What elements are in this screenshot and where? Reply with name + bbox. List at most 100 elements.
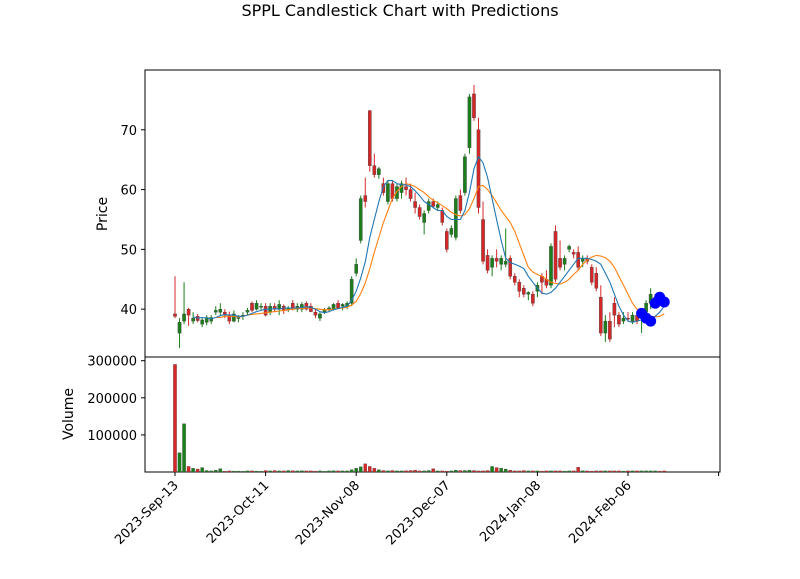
volume-bar: [485, 470, 490, 473]
volume-bar: [599, 470, 603, 473]
volume-y-tick-label: 300000: [87, 355, 137, 370]
volume-bar: [336, 470, 340, 473]
candle-body: [490, 258, 494, 268]
volume-bar: [517, 470, 522, 473]
x-tick-label: 2024-Feb-06: [566, 478, 635, 547]
volume-y-tick-label: 200000: [87, 392, 137, 407]
volume-bar: [490, 466, 494, 473]
volume-bar: [626, 470, 630, 473]
candle-body: [494, 258, 499, 262]
volume-bar: [571, 470, 576, 473]
volume-bar: [173, 364, 177, 473]
volume-bar: [200, 467, 204, 473]
volume-bar: [576, 467, 580, 473]
price-panel-frame: [144, 69, 721, 358]
candle-body: [612, 302, 617, 316]
volume-bar: [463, 470, 467, 473]
candle-body: [177, 322, 182, 334]
volume-bar: [653, 470, 657, 473]
candle-body: [322, 310, 327, 313]
volume-bar: [526, 470, 531, 473]
volume-bar: [540, 470, 544, 473]
volume-bar: [263, 470, 268, 473]
candle-body: [549, 246, 553, 286]
candle-body: [517, 282, 522, 292]
ma-long-line: [215, 183, 665, 319]
volume-bar: [182, 423, 186, 473]
candle-body: [213, 310, 218, 313]
volume-bar: [272, 470, 277, 473]
price-y-tick-label: 60: [120, 184, 137, 199]
candle-body: [426, 201, 431, 211]
x-axis-ticks: 2023-Sep-13 2023-Oct-11 2023-Nov-08 2023-De…: [112, 472, 720, 548]
volume-bar: [399, 470, 404, 473]
volume-bar: [558, 470, 562, 473]
candle-body: [499, 258, 503, 265]
candle-body: [254, 302, 259, 310]
volume-bar: [322, 471, 327, 473]
candle-body: [594, 273, 599, 289]
volume-bar: [327, 470, 331, 473]
candle-body: [422, 213, 426, 223]
volume-bar: [657, 470, 662, 473]
volume-bar: [223, 471, 227, 473]
volume-bar: [567, 470, 571, 473]
moving-average-lines: [192, 155, 665, 323]
volume-bar: [254, 470, 259, 473]
volume-bars-group: [173, 364, 666, 473]
candle-body: [589, 267, 594, 283]
candle-body: [232, 313, 236, 322]
candle-body: [512, 276, 517, 283]
candle-body: [481, 219, 485, 262]
volume-axis-label: Volume: [61, 388, 77, 440]
volume-bar: [621, 470, 626, 473]
volume-bar: [372, 468, 377, 473]
candle-body: [200, 319, 204, 325]
volume-bar: [635, 470, 639, 473]
volume-bar: [390, 470, 395, 473]
volume-bar: [218, 468, 223, 473]
volume-bar: [644, 470, 648, 473]
candle-body: [327, 307, 331, 310]
candle-body: [186, 308, 191, 316]
volume-bar: [648, 470, 653, 473]
volume-bar: [250, 470, 254, 473]
chart-title: SPPL Candlestick Chart with Predictions: [241, 1, 558, 20]
x-tick-label: 2023-Dec-07: [384, 478, 454, 548]
volume-panel-frame: [144, 356, 721, 473]
candle-body: [503, 261, 508, 265]
volume-bar: [481, 470, 485, 473]
volume-bar: [268, 470, 272, 473]
volume-bar: [531, 470, 535, 473]
volume-bar: [259, 471, 263, 473]
volume-bar: [617, 470, 621, 473]
candle-body: [331, 304, 336, 310]
volume-bar: [214, 469, 218, 473]
volume-bar: [585, 470, 589, 473]
candle-body: [250, 302, 254, 311]
candle-body: [531, 294, 535, 304]
ma-short-line: [192, 155, 665, 323]
candle-body: [372, 165, 377, 175]
candle-body: [485, 255, 490, 271]
volume-bar: [499, 468, 503, 473]
candle-body: [245, 310, 250, 313]
volume-bar: [467, 469, 472, 473]
volume-bar: [358, 466, 363, 473]
volume-bar: [381, 470, 386, 473]
candle-body: [173, 313, 177, 317]
volume-bar: [345, 470, 349, 473]
prediction-point: [658, 296, 670, 308]
volume-bar: [191, 468, 195, 473]
volume-bar: [195, 468, 200, 473]
candle-body: [431, 201, 436, 207]
volume-bar: [562, 470, 567, 473]
volume-bar: [340, 470, 345, 473]
volume-bar: [522, 470, 526, 473]
candle-body: [386, 183, 390, 202]
price-y-tick-label: 40: [120, 303, 137, 318]
volume-bar: [445, 470, 449, 473]
candle-body: [223, 311, 227, 316]
x-tick-label: 2023-Nov-08: [293, 478, 363, 548]
